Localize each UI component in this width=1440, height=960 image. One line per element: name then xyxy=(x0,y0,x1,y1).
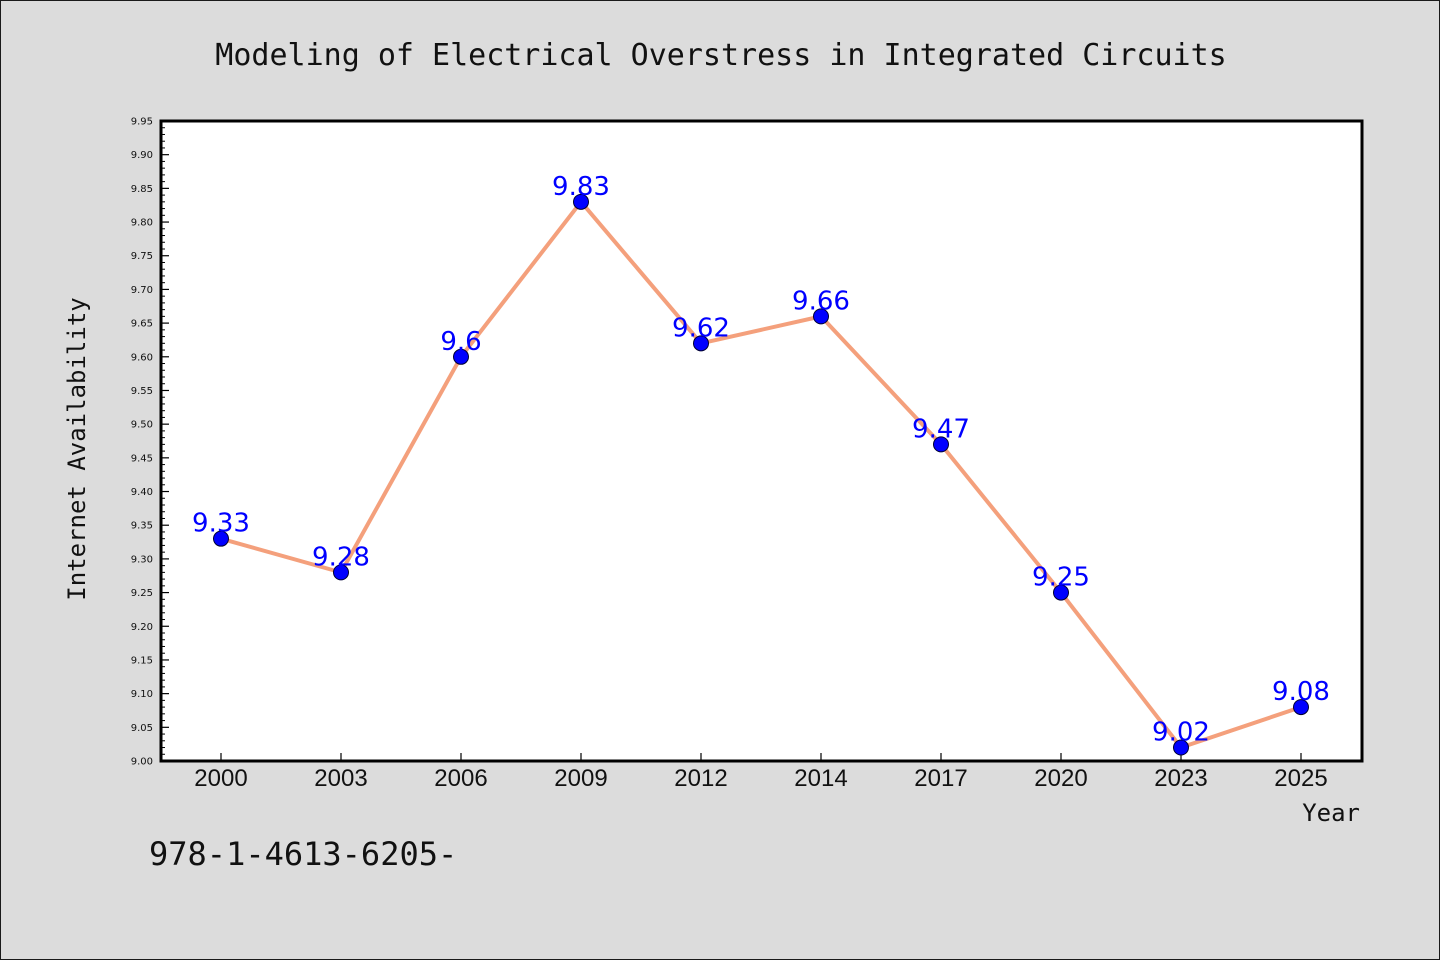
data-label: 9.6 xyxy=(440,327,481,357)
x-tick-label: 2003 xyxy=(314,765,367,792)
y-tick-label: 9.35 xyxy=(131,521,153,532)
data-label: 9.28 xyxy=(312,542,370,572)
x-tick-label: 2012 xyxy=(674,765,727,792)
y-tick-label: 9.60 xyxy=(131,352,153,363)
y-tick-label: 9.00 xyxy=(131,757,153,768)
data-label: 9.02 xyxy=(1152,718,1210,748)
y-tick-label: 9.90 xyxy=(131,150,153,161)
x-axis-ticks: 2000 2003 2006 2009 2012 2014 2017 2020 2023 2025 xyxy=(194,753,1328,792)
plot-area xyxy=(159,119,1364,763)
y-tick-label: 9.80 xyxy=(131,218,153,229)
y-tick-label: 9.50 xyxy=(131,420,153,431)
y-tick-label: 9.75 xyxy=(131,251,153,262)
footer-code: 978-1-4613-6205- xyxy=(149,835,457,873)
x-tick-label: 2000 xyxy=(194,765,247,792)
y-tick-label: 9.95 xyxy=(131,117,153,128)
data-point xyxy=(933,436,949,453)
y-axis-ticks: 9.00 9.05 9.10 9.15 9.20 9.25 9.30 9.35 9.40 9.45… xyxy=(131,117,169,768)
x-tick-label: 2014 xyxy=(794,765,847,792)
y-tick-label: 9.05 xyxy=(131,723,153,734)
y-axis-title: Internet Availability xyxy=(63,297,91,600)
x-tick-label: 2025 xyxy=(1274,765,1327,792)
chart-title: Modeling of Electrical Overstress in Int… xyxy=(215,38,1226,73)
x-axis-title: Year xyxy=(1302,799,1360,827)
data-point xyxy=(213,530,229,547)
data-label: 9.83 xyxy=(552,172,610,202)
y-tick-label: 9.25 xyxy=(131,588,153,599)
x-tick-label: 2006 xyxy=(434,765,487,792)
y-tick-label: 9.20 xyxy=(131,622,153,633)
data-point xyxy=(1293,699,1309,716)
y-tick-label: 9.30 xyxy=(131,554,153,565)
series-layer xyxy=(213,193,1309,756)
x-tick-label: 2020 xyxy=(1034,765,1087,792)
x-tick-label: 2009 xyxy=(554,765,607,792)
data-point xyxy=(693,335,709,352)
data-label: 9.08 xyxy=(1272,677,1330,707)
y-tick-label: 9.10 xyxy=(131,689,153,700)
y-tick-label: 9.40 xyxy=(131,487,153,498)
y-tick-label: 9.15 xyxy=(131,655,153,666)
y-tick-label: 9.65 xyxy=(131,319,153,330)
data-label: 9.47 xyxy=(912,414,970,444)
data-point xyxy=(813,308,829,325)
data-label: 9.62 xyxy=(672,313,730,343)
y-tick-label: 9.55 xyxy=(131,386,153,397)
data-point xyxy=(333,564,349,581)
data-label: 9.33 xyxy=(192,509,250,539)
y-tick-label: 9.85 xyxy=(131,184,153,195)
data-label: 9.25 xyxy=(1032,563,1090,593)
series-line xyxy=(220,199,1302,750)
data-point xyxy=(453,348,469,365)
data-point xyxy=(1053,584,1069,601)
data-label: 9.66 xyxy=(792,286,850,316)
data-labels: 9.33 9.28 9.6 9.83 9.62 9.66 9.47 9.25 9.02 9.08 xyxy=(192,172,1330,748)
y-tick-label: 9.45 xyxy=(131,453,153,464)
data-point xyxy=(573,193,589,210)
x-tick-label: 2023 xyxy=(1154,765,1207,792)
data-point xyxy=(1173,739,1189,756)
y-tick-label: 9.70 xyxy=(131,285,153,296)
x-tick-label: 2017 xyxy=(914,765,967,792)
